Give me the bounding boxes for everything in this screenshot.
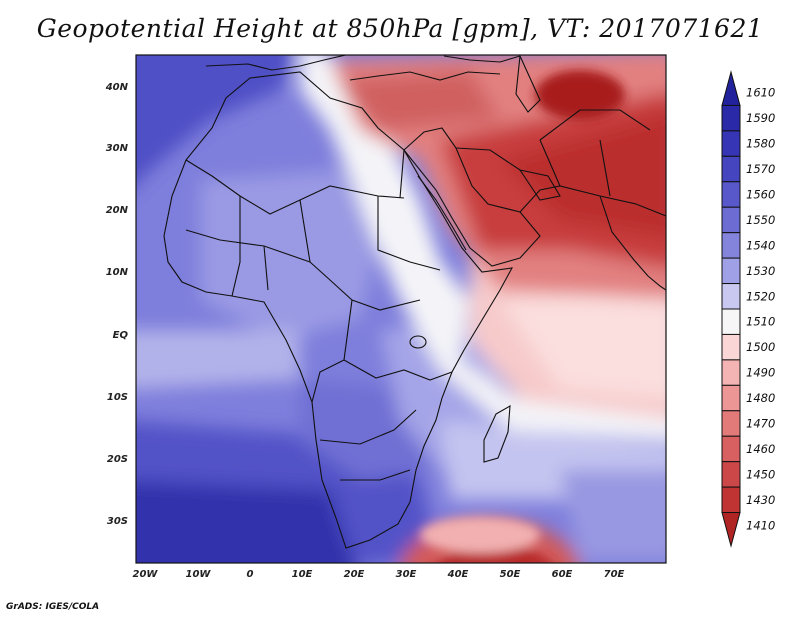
colorbar-swatch [721, 410, 741, 437]
colorbar-swatch [721, 486, 741, 514]
colorbar-swatch [721, 232, 741, 259]
lon-label: 60E [552, 569, 573, 580]
colorbar-label: 1430 [746, 493, 775, 507]
lon-label: 40E [447, 569, 469, 580]
lat-label: 10N [106, 267, 129, 278]
colorbar-label: 1470 [746, 417, 775, 431]
lat-label: 20S [107, 454, 128, 465]
colorbar-label: 1520 [746, 289, 775, 303]
credit-label: GrADS: IGES/COLA [6, 602, 100, 612]
colorbar-label: 1480 [746, 391, 775, 405]
lon-label: 20E [344, 569, 365, 580]
colorbar-label: 1490 [746, 366, 775, 380]
lat-label: 30N [106, 143, 129, 154]
colorbar-swatch [721, 308, 741, 335]
colorbar-label: 1460 [746, 442, 775, 456]
lon-label: 20W [133, 569, 159, 580]
colorbar-swatch [721, 206, 741, 234]
lon-label: 70E [604, 569, 625, 580]
colorbar-label: 1530 [746, 264, 775, 278]
lat-label: 10S [107, 392, 128, 403]
coastlines [163, 55, 666, 549]
lat-label: 40N [105, 82, 129, 93]
colorbar-swatch [721, 283, 741, 310]
colorbar-swatch [721, 435, 741, 463]
colorbar-label: 1510 [746, 315, 775, 329]
colorbar-label: 1610 [746, 86, 775, 100]
colorbar: 1610 1590 1580 1570 1560 1550 1540 1530 1520 1510… [721, 70, 775, 548]
lat-label: 30S [107, 516, 128, 527]
colorbar-swatch [721, 333, 741, 361]
colorbar-label: 1540 [746, 238, 775, 252]
latitude-axis: 40N 30N 20N 10N EQ 10S 20S 30S [105, 82, 129, 527]
height-field [136, 55, 666, 563]
colorbar-top-arrow [721, 70, 741, 106]
lon-label: 0 [247, 569, 254, 580]
longitude-axis: 20W 10W 0 10E 20E 30E 40E 50E 60E 70E [133, 569, 625, 580]
colorbar-label: 1410 [746, 518, 775, 532]
colorbar-swatch [721, 181, 741, 208]
colorbar-swatch [721, 384, 741, 412]
colorbar-swatch [721, 461, 741, 488]
colorbar-swatch [721, 359, 741, 386]
map-frame [135, 54, 667, 564]
colorbar-swatch [721, 155, 741, 183]
lat-label: 20N [106, 205, 129, 216]
lon-label: 10W [186, 569, 212, 580]
lon-label: 30E [396, 569, 417, 580]
colorbar-swatch [721, 130, 741, 157]
lon-label: 10E [292, 569, 313, 580]
colorbar-swatch [721, 257, 741, 285]
colorbar-label: 1590 [746, 111, 775, 125]
colorbar-label: 1450 [746, 467, 775, 481]
colorbar-label: 1580 [746, 137, 775, 151]
colorbar-label: 1570 [746, 162, 775, 176]
lat-label: EQ [113, 330, 129, 341]
colorbar-bottom-arrow [721, 512, 741, 548]
colorbar-label: 1500 [746, 340, 775, 354]
lon-label: 50E [500, 569, 521, 580]
colorbar-label: 1560 [746, 188, 775, 202]
map-title: Geopotential Height at 850hPa [gpm], VT:… [36, 14, 764, 43]
colorbar-label: 1550 [746, 213, 775, 227]
colorbar-swatch [721, 104, 741, 132]
